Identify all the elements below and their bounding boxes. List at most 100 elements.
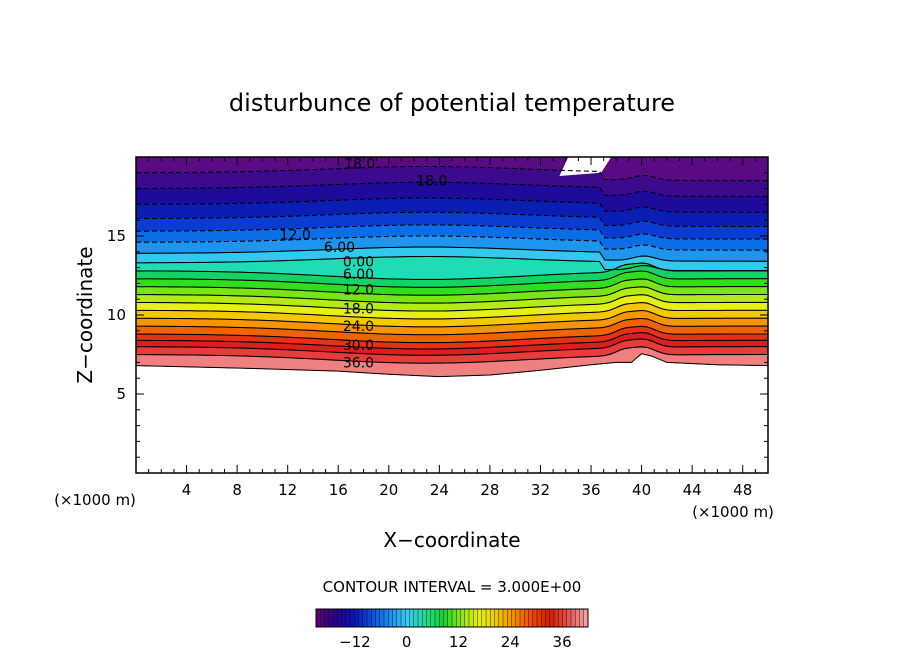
colorbar-cell — [333, 609, 338, 627]
contour-label: 18.0 — [344, 156, 375, 172]
colorbar-cell — [532, 609, 538, 627]
colorbar-cell — [350, 609, 355, 627]
colorbar-cell — [435, 609, 440, 627]
colorbar-cell — [362, 609, 368, 627]
contour-line — [136, 286, 768, 304]
colorbar-cell — [316, 609, 321, 627]
colorbar-cell — [443, 609, 449, 627]
x-tick-label: 32 — [531, 481, 550, 499]
y-unit-label: (×1000 m) — [54, 491, 136, 509]
colorbar-ticks: −12 0 12 24 36 — [339, 633, 572, 651]
colorbar-cell — [401, 609, 406, 627]
colorbar-tick-label: 36 — [553, 633, 572, 651]
colorbar-tick-label: 12 — [449, 633, 468, 651]
colorbar-cell — [456, 609, 461, 627]
colorbar-cell — [367, 609, 372, 627]
contour-label: 6.00 — [343, 267, 374, 283]
colorbar-cell — [554, 609, 559, 627]
colorbar-cell — [388, 609, 393, 627]
contour-label: 12.0 — [343, 283, 374, 299]
colorbar-cell — [562, 609, 568, 627]
colorbar-cell — [498, 609, 504, 627]
contour-line — [136, 338, 768, 356]
colorbar-cell — [464, 609, 470, 627]
colorbar — [315, 609, 589, 627]
x-tick-label: 8 — [232, 481, 242, 499]
colorbar-tick-label: −12 — [339, 633, 371, 651]
contour-line — [136, 211, 768, 228]
colorbar-cell — [473, 609, 478, 627]
colorbar-cell — [460, 609, 466, 627]
contour-line — [136, 302, 768, 320]
colorbar-cell — [371, 609, 376, 627]
contour-line — [136, 294, 768, 312]
colorbar-cell — [405, 609, 410, 627]
colorbar-cell — [375, 609, 381, 627]
x-axis-label: X−coordinate — [383, 528, 520, 552]
colorbar-cell — [430, 609, 436, 627]
colorbar-cell — [477, 609, 483, 627]
colorbar-cell — [528, 609, 534, 627]
colorbar-cell — [439, 609, 444, 627]
x-unit-label: (×1000 m) — [692, 503, 774, 521]
contour-line — [136, 317, 768, 336]
colorbar-cell — [503, 609, 508, 627]
colorbar-cell — [447, 609, 453, 627]
contour-label: 18.0 — [343, 302, 374, 318]
colorbar-cell — [575, 609, 580, 627]
colorbar-cell — [354, 609, 359, 627]
colorbar-tick-label: 0 — [402, 633, 412, 651]
colorbar-frame — [315, 608, 589, 628]
colorbar-cell — [481, 609, 487, 627]
colorbar-cell — [571, 609, 576, 627]
y-tick-label: 10 — [107, 306, 126, 324]
colorbar-cell — [490, 609, 495, 627]
colorbar-cell — [396, 609, 402, 627]
contour-line — [136, 309, 768, 328]
contour-line — [136, 255, 768, 272]
colorbar-cell — [469, 609, 474, 627]
colorbar-cell — [324, 609, 330, 627]
colorbar-cell — [583, 609, 589, 627]
x-tick-label: 20 — [379, 481, 398, 499]
x-tick-label: 36 — [581, 481, 600, 499]
colorbar-cell — [486, 609, 491, 627]
colorbar-cell — [515, 609, 521, 627]
contour-line — [136, 165, 768, 182]
colorbar-cell — [558, 609, 563, 627]
contour-line — [136, 353, 768, 378]
colorbar-cell — [507, 609, 512, 627]
colorbar-cell — [545, 609, 551, 627]
contour-line — [136, 325, 768, 344]
colorbar-cell — [392, 609, 398, 627]
colorbar-cell — [549, 609, 555, 627]
colorbar-cell — [452, 609, 457, 627]
colorbar-cell — [379, 609, 385, 627]
contour-line — [136, 197, 768, 213]
colorbar-cell — [328, 609, 334, 627]
colorbar-cell — [422, 609, 427, 627]
colorbar-cell — [541, 609, 546, 627]
contour-label: 6.00 — [324, 240, 355, 256]
contour-line — [136, 270, 768, 288]
x-tick-label: 28 — [480, 481, 499, 499]
colorbar-cell — [566, 609, 572, 627]
colorbar-cell — [511, 609, 517, 627]
colorbar-cell — [520, 609, 525, 627]
x-tick-label: 48 — [733, 481, 752, 499]
colorbar-cell — [418, 609, 423, 627]
colorbar-cell — [413, 609, 419, 627]
x-tick-label: 12 — [278, 481, 297, 499]
contour-line — [136, 235, 768, 251]
y-tick-label: 15 — [107, 227, 126, 245]
colorbar-cell — [358, 609, 364, 627]
contour-line — [136, 224, 768, 240]
colorbar-cell — [524, 609, 529, 627]
contour-line — [136, 246, 768, 262]
colorbar-cell — [579, 609, 585, 627]
x-tick-label: 40 — [632, 481, 651, 499]
contour-line — [136, 181, 768, 198]
x-axis-ticks: 4 8 12 16 20 24 28 32 36 40 44 48 — [148, 157, 756, 499]
colorbar-tick-label: 24 — [501, 633, 520, 651]
colorbar-cell — [409, 609, 415, 627]
